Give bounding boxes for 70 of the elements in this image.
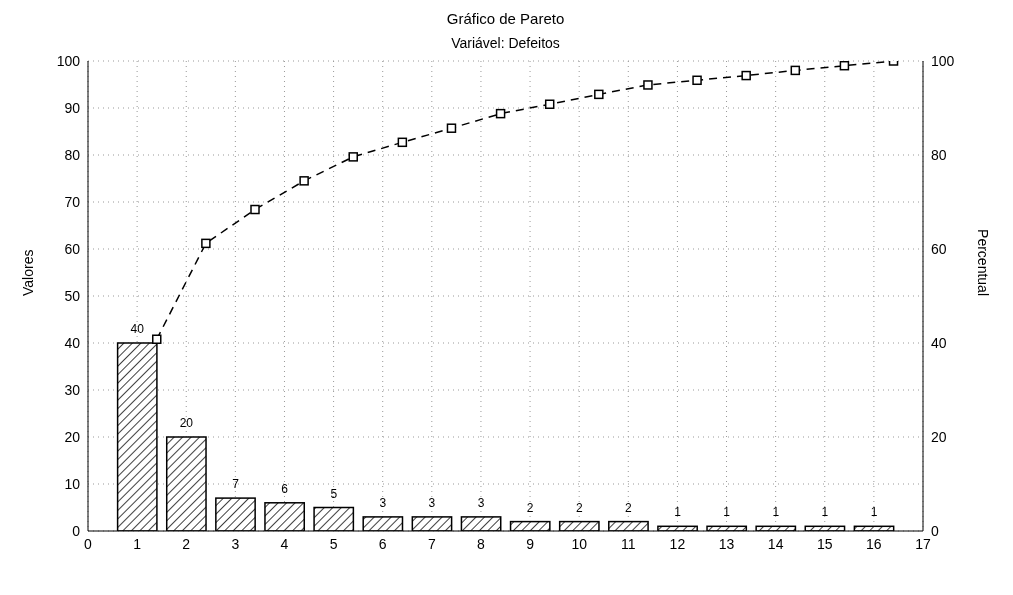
point [152, 334, 162, 344]
x-tick-label: 9 [526, 535, 535, 552]
data-label: 3 [379, 495, 387, 510]
point [446, 123, 457, 133]
y2-tick-label: 20 [931, 428, 947, 445]
y2-tick-label: 80 [931, 146, 947, 163]
data-label: 2 [526, 500, 534, 515]
y2-axis-title: Percentual [975, 229, 992, 296]
x-tick-label: 4 [280, 535, 289, 552]
data-label: 7 [232, 477, 240, 492]
point [741, 70, 751, 81]
data-label: 2 [575, 500, 583, 515]
point [348, 152, 358, 162]
x-tick-label: 8 [477, 535, 486, 552]
data-label: 1 [772, 505, 780, 520]
y-tick-label: 60 [64, 240, 81, 257]
x-tick-label: 3 [231, 535, 240, 552]
point [643, 80, 653, 90]
y2-tick-label: 60 [931, 240, 947, 257]
y-axis-title: Valores [19, 249, 36, 296]
y-tick-label: 40 [64, 334, 81, 351]
x-tick-label: 0 [84, 535, 93, 552]
x-tick-label: 2 [182, 535, 191, 552]
data-label: 40 [130, 322, 145, 336]
data-label: 1 [821, 505, 829, 520]
point [544, 99, 555, 109]
point [299, 176, 309, 186]
y-tick-label: 30 [64, 381, 81, 398]
data-label: 20 [179, 416, 194, 430]
y-tick-label: 80 [64, 146, 81, 163]
point [397, 137, 408, 148]
data-label: 3 [477, 495, 485, 510]
data-label: 3 [428, 495, 436, 510]
data-label: 1 [674, 505, 682, 520]
y-tick-label: 100 [56, 52, 81, 69]
y2-tick-label: 100 [931, 52, 955, 69]
x-tick-label: 17 [915, 535, 931, 552]
point [790, 65, 801, 76]
y2-tick-label: 40 [931, 334, 947, 351]
x-tick-label: 14 [767, 535, 784, 552]
y-tick-label: 20 [64, 428, 81, 445]
chart-subtitle: Variável: Defeitos [450, 35, 561, 51]
point [692, 75, 702, 86]
y-tick-label: 10 [64, 475, 81, 492]
point [594, 89, 604, 100]
y-tick-label: 70 [64, 193, 81, 210]
x-tick-label: 10 [571, 535, 588, 552]
x-tick-label: 5 [329, 535, 338, 552]
x-tick-label: 13 [718, 535, 735, 552]
data-label: 1 [723, 505, 731, 520]
y-tick-label: 50 [64, 287, 81, 304]
point [250, 204, 260, 215]
point [495, 108, 506, 119]
x-tick-label: 1 [133, 535, 142, 552]
data-label: 2 [625, 500, 633, 515]
data-label: 6 [281, 481, 289, 496]
data-label: 5 [330, 486, 338, 501]
y-tick-label: 0 [72, 522, 81, 539]
x-tick-label: 12 [669, 535, 686, 552]
y2-tick-label: 0 [931, 522, 939, 539]
y-tick-label: 90 [64, 99, 81, 116]
point [839, 61, 850, 71]
x-tick-label: 7 [427, 535, 436, 552]
chart-title: Gráfico de Pareto [445, 10, 566, 27]
x-tick-label: 15 [816, 535, 833, 552]
x-tick-label: 11 [621, 535, 636, 552]
point [201, 238, 211, 249]
data-label: 1 [870, 505, 878, 520]
x-tick-label: 16 [866, 535, 882, 552]
x-tick-label: 6 [378, 535, 387, 552]
